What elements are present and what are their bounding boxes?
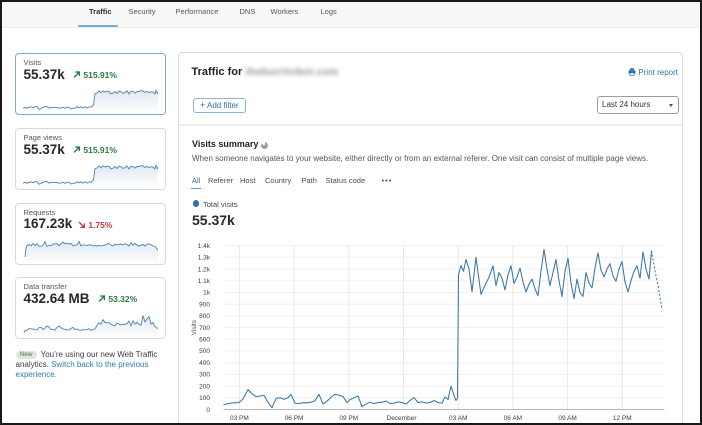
svg-text:400: 400 <box>199 360 210 367</box>
svg-text:600: 600 <box>199 337 210 344</box>
svg-text:0: 0 <box>206 407 210 414</box>
svg-text:03 AM: 03 AM <box>449 415 467 422</box>
svg-text:December: December <box>387 415 418 422</box>
svg-text:09 PM: 09 PM <box>339 415 358 422</box>
svg-text:900: 900 <box>199 301 210 308</box>
svg-text:Visits: Visits <box>191 319 198 335</box>
svg-text:700: 700 <box>199 325 210 332</box>
svg-text:1.1k: 1.1k <box>198 278 211 285</box>
svg-text:1.4k: 1.4k <box>198 243 211 250</box>
svg-text:1k: 1k <box>203 290 211 297</box>
svg-text:100: 100 <box>199 395 210 402</box>
svg-text:200: 200 <box>199 383 210 390</box>
svg-text:09 AM: 09 AM <box>558 415 576 422</box>
svg-text:500: 500 <box>199 348 210 355</box>
svg-text:03 PM: 03 PM <box>230 415 249 422</box>
svg-text:06 PM: 06 PM <box>285 415 304 422</box>
svg-text:1.3k: 1.3k <box>198 255 211 262</box>
svg-text:1.2k: 1.2k <box>198 266 211 273</box>
svg-text:800: 800 <box>199 313 210 320</box>
svg-text:300: 300 <box>199 372 210 379</box>
svg-text:12 PM: 12 PM <box>613 415 632 422</box>
svg-text:06 AM: 06 AM <box>504 415 522 422</box>
